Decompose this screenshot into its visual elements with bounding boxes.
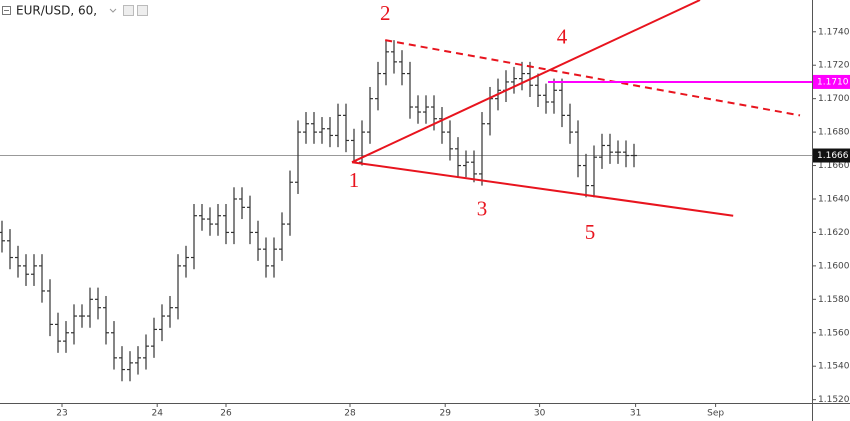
x-tick-label: Sep — [707, 409, 724, 419]
y-tick-label: 1.1600 — [818, 261, 850, 271]
trendline — [351, 161, 734, 217]
dropdown-icon[interactable] — [109, 8, 117, 13]
alert-label: 1.1710 — [817, 77, 849, 87]
price-label-bg — [813, 148, 850, 163]
symbol-title: EUR/USD, 60, — [16, 4, 97, 18]
wave-label: 1 — [349, 168, 360, 192]
y-tick-label: 1.1740 — [818, 27, 850, 37]
x-tick-label: 24 — [151, 409, 163, 419]
plot: 1 2 3 4 5 — [0, 0, 812, 382]
collapse-icon[interactable] — [2, 6, 11, 15]
y-tick-label: 1.1560 — [818, 328, 850, 338]
y-tick-label: 1.1580 — [818, 295, 850, 305]
x-tick-label: 23 — [56, 409, 67, 419]
x-tick-label: 26 — [220, 409, 232, 419]
trendline — [351, 0, 701, 164]
x-tick-label: 29 — [439, 409, 451, 419]
y-tick-label: 1.1620 — [818, 228, 850, 238]
price-label: 1.1666 — [817, 151, 849, 161]
y-tick-label: 1.1640 — [818, 194, 850, 204]
trendline — [385, 39, 801, 117]
x-tick-label: 28 — [344, 409, 356, 419]
close-icon[interactable] — [137, 5, 148, 16]
settings-icon[interactable] — [123, 5, 134, 16]
alert-label-bg — [813, 74, 850, 89]
x-tick-label: 31 — [630, 409, 641, 419]
y-tick-label: 1.1680 — [818, 128, 850, 138]
wave-label: 4 — [557, 24, 568, 48]
y-tick-label: 1.1520 — [818, 395, 850, 405]
y-tick-label: 1.1660 — [818, 161, 850, 171]
y-tick-label: 1.1540 — [818, 362, 850, 372]
wave-label: 3 — [477, 197, 488, 221]
x-tick-label: 30 — [534, 409, 546, 419]
y-tick-label: 1.1720 — [818, 61, 850, 71]
wave-label: 5 — [585, 220, 596, 244]
y-tick-label: 1.1700 — [818, 94, 850, 104]
wave-label: 2 — [380, 1, 391, 25]
header-bg — [0, 0, 118, 20]
